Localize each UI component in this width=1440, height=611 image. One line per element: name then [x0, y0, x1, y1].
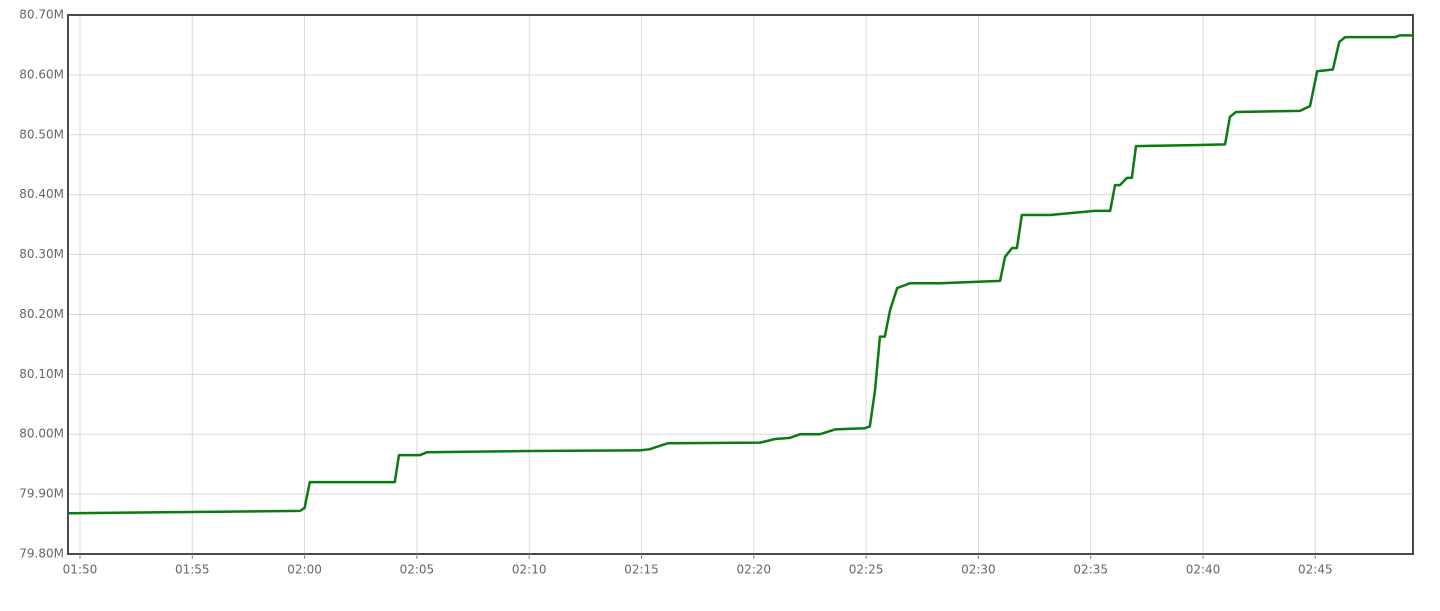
y-tick-label: 80.30M: [19, 247, 64, 261]
x-tick-label: 02:40: [1186, 563, 1221, 577]
y-tick-label: 80.60M: [19, 67, 64, 81]
plot-frame: [67, 14, 1414, 555]
y-tick-label: 79.90M: [19, 487, 64, 501]
y-tick-label: 80.10M: [19, 367, 64, 381]
x-tick-label: 02:10: [512, 563, 547, 577]
x-tick-label: 02:20: [736, 563, 771, 577]
y-tick-label: 80.20M: [19, 307, 64, 321]
y-tick-label: 79.80M: [19, 547, 64, 561]
x-tick-label: 02:25: [849, 563, 884, 577]
x-tick-label: 02:00: [287, 563, 322, 577]
y-tick-label: 80.50M: [19, 127, 64, 141]
x-tick-label: 01:50: [63, 563, 98, 577]
y-tick-label: 80.70M: [19, 8, 64, 22]
line: [67, 34, 1413, 515]
x-tick-label: 02:15: [624, 563, 659, 577]
x-tick-label: 02:05: [400, 563, 435, 577]
x-tick-label: 02:45: [1298, 563, 1333, 577]
grid: [68, 14, 1413, 555]
labels: 79.80M 79.90M 80.00M 80.10M 80.20M 80.30M 80.4…: [19, 8, 1332, 577]
y-tick-label: 80.00M: [19, 427, 64, 441]
y-tick-label: 80.40M: [19, 187, 64, 201]
x-tick-label: 01:55: [175, 563, 210, 577]
x-tick-label: 02:30: [961, 563, 996, 577]
x-tick-label: 02:35: [1073, 563, 1108, 577]
marks: [67, 34, 1413, 515]
